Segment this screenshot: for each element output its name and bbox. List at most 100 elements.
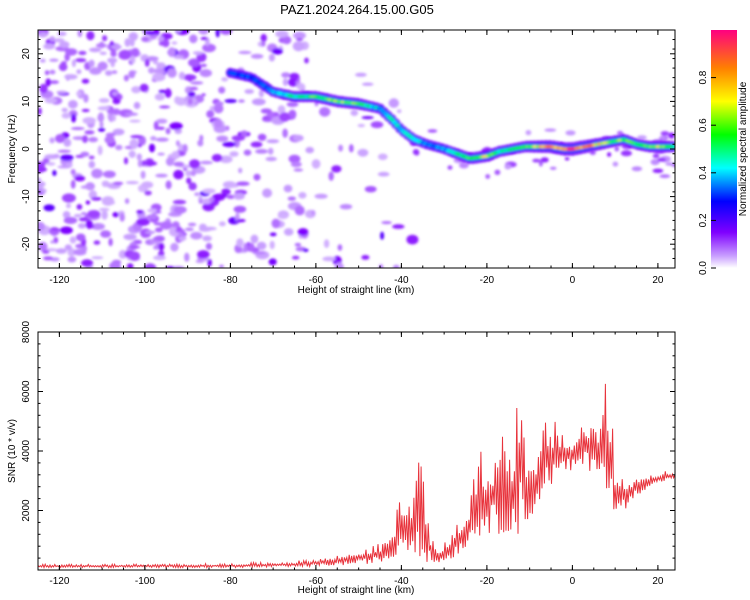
spectral-blob — [60, 154, 74, 161]
spectral-blob — [89, 67, 102, 75]
spectral-blob — [86, 30, 95, 41]
colorbar-tick-label: 0.2 — [698, 213, 709, 227]
spectral-blob — [95, 43, 107, 48]
spectral-blob — [294, 242, 302, 247]
spectral-blob — [238, 50, 252, 55]
spectral-blob — [186, 177, 192, 184]
spectral-blob — [153, 60, 159, 65]
x-tick-label: 0 — [570, 275, 576, 286]
spectral-blob — [377, 153, 388, 161]
spectral-blob — [565, 130, 576, 136]
spectral-blob — [76, 69, 82, 75]
spectral-blob — [57, 31, 67, 36]
spectral-blob — [137, 143, 142, 148]
spectral-blob — [226, 194, 236, 199]
spectral-blob — [338, 144, 343, 152]
spectral-blob — [293, 168, 304, 172]
spectral-blob — [59, 226, 73, 235]
spectral-blob — [231, 135, 245, 141]
spectral-blob — [187, 91, 196, 98]
colorbar-tick-label: 0.0 — [698, 261, 709, 275]
spectral-blob — [100, 230, 112, 238]
spectral-blob — [49, 80, 59, 84]
spectral-blob — [61, 112, 71, 119]
spectral-blob — [544, 128, 557, 132]
spectral-blob — [155, 137, 169, 142]
spectral-blob — [258, 89, 264, 98]
spectral-blob — [427, 129, 438, 133]
spectral-blob — [250, 234, 259, 244]
spectral-blob — [216, 135, 229, 142]
spectral-blob — [233, 205, 247, 213]
spectral-blob — [251, 98, 266, 106]
spectral-blob — [660, 131, 670, 136]
spectral-blob — [207, 258, 212, 267]
spectral-blob — [304, 57, 309, 64]
spectral-blob — [617, 130, 623, 136]
spectral-blob — [214, 101, 224, 106]
spectral-blob — [173, 169, 184, 180]
spectral-blob — [334, 262, 344, 268]
spectral-blob — [59, 41, 70, 49]
spectral-blob — [282, 36, 292, 45]
spectral-blob — [650, 159, 660, 166]
spectral-blob — [70, 169, 76, 175]
spectral-blob — [202, 43, 216, 53]
spectral-blob — [88, 136, 98, 143]
spectral-blob — [200, 63, 207, 68]
spectral-blob — [173, 161, 185, 167]
spectral-blob — [250, 53, 264, 59]
spectral-blob — [289, 72, 300, 80]
spectral-blob — [229, 183, 240, 188]
spectral-blob — [111, 114, 116, 122]
spectral-blob — [361, 82, 374, 86]
colorbar: 0.0 0.2 0.4 0.6 0.8 Normalized spectral ampl… — [698, 30, 749, 275]
spectral-blob — [165, 157, 175, 167]
spectral-blob — [293, 31, 306, 40]
spectral-blob — [202, 235, 212, 242]
spectral-blob — [49, 36, 55, 42]
spectral-blob — [98, 98, 110, 103]
x-tick-label: -80 — [223, 576, 238, 587]
spectral-blob — [45, 78, 51, 87]
y-tick-label: 4000 — [21, 439, 32, 462]
spectral-blob — [187, 76, 193, 82]
spectral-blob — [337, 244, 343, 251]
spectral-blob — [136, 210, 144, 214]
spectral-blob — [123, 157, 129, 165]
spectral-blob — [198, 30, 210, 35]
spectral-blob — [71, 59, 76, 68]
spectral-blob — [184, 252, 190, 262]
spectral-blob — [188, 58, 201, 67]
spectral-blob — [74, 175, 86, 182]
spectral-blob — [188, 182, 197, 191]
spectral-blob — [380, 231, 385, 240]
x-tick-label: -100 — [135, 275, 155, 286]
spectral-blob — [97, 61, 108, 71]
spectral-blob — [87, 210, 101, 219]
spectral-blob — [88, 59, 95, 68]
spectral-blob — [148, 67, 155, 74]
x-tick-label: -120 — [49, 275, 69, 286]
spectral-blob — [130, 55, 136, 64]
spectral-blob — [355, 72, 367, 77]
spectral-blob — [178, 236, 187, 241]
ridge-core — [381, 110, 387, 115]
x-tick-label: 0 — [570, 576, 576, 587]
spectral-blob — [236, 181, 250, 186]
spectral-blob — [91, 256, 104, 260]
y-tick-label: 6000 — [21, 380, 32, 403]
spectral-blob — [271, 48, 283, 55]
x-tick-label: -20 — [480, 576, 495, 587]
spectral-blob — [200, 36, 208, 41]
snr-y-axis: 2000 4000 6000 8000 — [21, 320, 675, 571]
spectral-blob — [39, 83, 48, 94]
spectral-blob — [69, 236, 77, 244]
spectral-blob — [99, 121, 104, 128]
spectral-blob — [549, 166, 557, 170]
spectral-blob — [61, 193, 76, 203]
spectral-blob — [296, 83, 306, 90]
spectral-blob — [57, 149, 71, 153]
spectral-blob — [76, 204, 83, 210]
